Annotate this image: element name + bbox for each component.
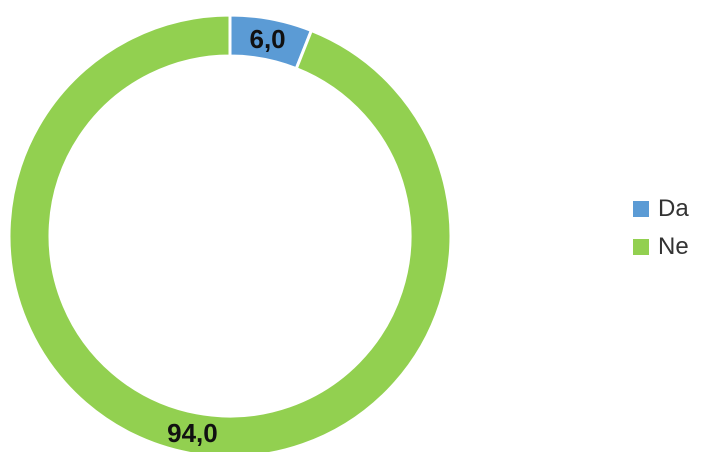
legend: Da Ne xyxy=(633,193,705,269)
data-label-da: 6,0 xyxy=(249,24,285,54)
legend-item-ne: Ne xyxy=(633,231,705,263)
legend-swatch-ne xyxy=(633,239,649,255)
data-labels-group: 6,0 94,0 xyxy=(167,24,286,448)
legend-label-da: Da xyxy=(658,195,689,222)
data-label-ne: 94,0 xyxy=(167,418,218,448)
legend-item-da: Da xyxy=(633,193,705,225)
legend-label-ne: Ne xyxy=(658,233,689,260)
legend-swatch-da xyxy=(633,201,649,217)
slice-ne xyxy=(7,13,453,452)
slices-group xyxy=(7,13,453,452)
